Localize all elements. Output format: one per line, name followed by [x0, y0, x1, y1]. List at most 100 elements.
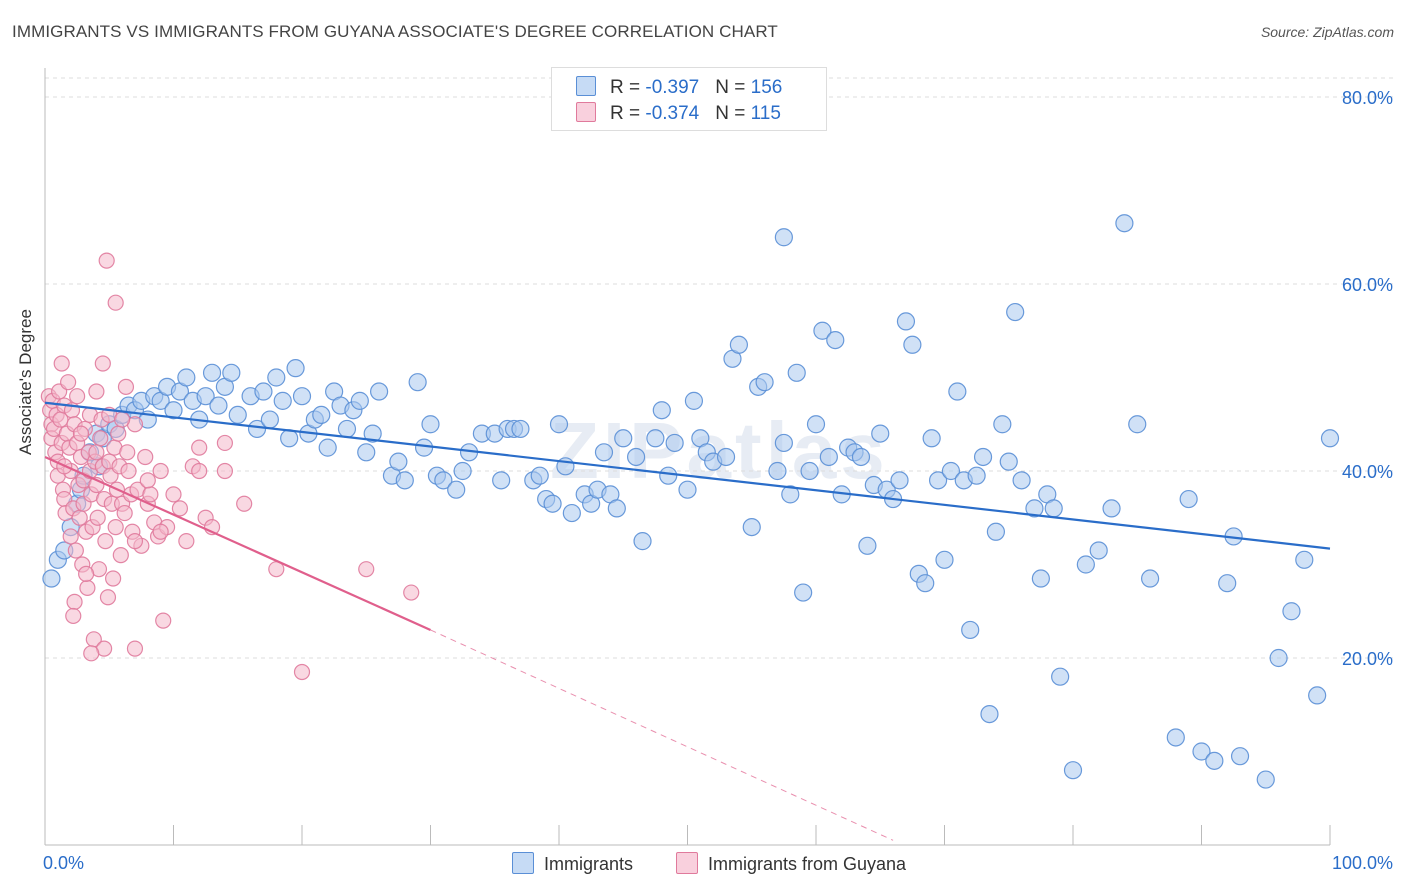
immigrants-point	[286, 359, 305, 378]
immigrants-point	[594, 443, 614, 462]
immigrants-point	[903, 335, 922, 354]
immigrants-point	[980, 704, 999, 724]
immigrants-point	[222, 363, 241, 382]
x-tick-label: 0.0%	[43, 853, 84, 873]
guyana-point	[152, 462, 169, 480]
immigrants-point	[177, 368, 196, 387]
legend-n-label: N =	[715, 103, 751, 124]
immigrants-point	[659, 466, 678, 485]
immigrants-point	[916, 574, 935, 593]
guyana-point	[88, 383, 105, 400]
guyana-point	[66, 593, 83, 611]
immigrants-point	[1128, 415, 1147, 434]
legend-row-immigrants: R = -0.397 N = 156	[576, 76, 782, 100]
legend-r-label: R =	[610, 103, 646, 124]
immigrants-point	[363, 424, 382, 443]
immigrants-point	[1230, 747, 1250, 766]
immigrants-point	[1076, 555, 1095, 574]
immigrants-point	[1051, 667, 1070, 686]
immigrants-point	[447, 480, 466, 499]
immigrants-point	[665, 433, 684, 453]
guyana-point	[92, 430, 109, 447]
immigrants-point	[511, 419, 530, 439]
guyana-point	[155, 612, 172, 629]
immigrants-point	[826, 331, 845, 350]
immigrants-point	[607, 499, 626, 518]
immigrants-point	[755, 373, 774, 392]
immigrants-point	[896, 312, 916, 331]
immigrants-point	[819, 447, 838, 467]
immigrants-point	[280, 429, 299, 448]
guyana-point	[126, 640, 144, 657]
immigrants-point	[1089, 541, 1108, 560]
immigrants-point	[774, 433, 793, 453]
guyana-point	[83, 645, 100, 662]
immigrants-point	[1166, 728, 1185, 747]
y-tick-label: 80.0%	[1342, 88, 1393, 108]
bottom-legend-guyana: Immigrants from Guyana	[676, 852, 906, 875]
immigrants-point	[312, 405, 331, 424]
legend-swatch-pink	[576, 102, 596, 122]
immigrants-point	[254, 382, 273, 401]
immigrants-point	[202, 363, 222, 382]
guyana-point	[216, 462, 233, 480]
immigrants-point	[408, 373, 427, 392]
guyana-point	[62, 528, 79, 545]
immigrants-point	[858, 536, 877, 555]
bottom-legend-swatch-blue	[512, 852, 534, 874]
guyana-point	[116, 504, 133, 522]
immigrants-point	[273, 391, 292, 410]
immigrants-point	[1295, 550, 1314, 569]
bottom-legend-immigrants: Immigrants	[512, 852, 633, 875]
guyana-point	[110, 425, 127, 442]
guyana-point	[120, 462, 137, 480]
immigrants-point	[395, 471, 414, 490]
guyana-point	[178, 533, 195, 550]
legend-swatch-blue	[576, 76, 596, 96]
immigrants-point	[370, 382, 389, 401]
y-tick-label: 40.0%	[1342, 462, 1393, 482]
guyana-point	[139, 472, 156, 489]
guyana-point	[191, 462, 208, 480]
immigrants-point	[562, 503, 581, 523]
immigrants-point	[768, 461, 787, 481]
immigrants-point	[806, 415, 826, 434]
immigrants-point	[350, 391, 369, 410]
y-tick-labels: 20.0% 40.0% 60.0% 80.0%	[1342, 88, 1393, 669]
immigrants-point	[1102, 499, 1121, 518]
immigrants-point	[652, 401, 671, 420]
legend-box: R = -0.397 N = 156 R = -0.374 N = 115	[551, 67, 827, 131]
immigrants-point	[357, 443, 376, 462]
immigrants-point	[813, 321, 832, 340]
bottom-legend-swatch-pink	[676, 852, 698, 874]
immigrants-point	[973, 447, 993, 467]
immigrants-point	[1012, 471, 1031, 490]
guyana-point	[53, 355, 70, 372]
immigrants-point	[941, 461, 961, 481]
guyana-point	[99, 589, 117, 606]
guyana-point	[171, 500, 189, 517]
immigrants-point	[267, 368, 286, 387]
guyana-point	[89, 509, 106, 526]
immigrants-point	[851, 447, 871, 467]
immigrants-point	[614, 429, 633, 448]
chart-title: IMMIGRANTS VS IMMIGRANTS FROM GUYANA ASS…	[12, 22, 778, 41]
immigrants-point	[1179, 489, 1198, 509]
guyana-point	[65, 607, 82, 625]
axes: 0.0% 100.0%	[43, 68, 1393, 873]
guyana-trend-line	[44, 455, 431, 631]
guyana-point	[97, 533, 114, 550]
immigrants-point	[742, 517, 761, 537]
immigrants-point	[922, 429, 941, 448]
immigrants-point	[716, 447, 736, 467]
guyana-point	[137, 448, 154, 466]
guyana-point	[152, 523, 169, 540]
immigrants-point	[1282, 602, 1301, 621]
source-label: Source: ZipAtlas.com	[1260, 24, 1394, 40]
immigrants-point	[993, 415, 1012, 434]
guyana-point	[126, 533, 144, 550]
guyana-point	[119, 444, 136, 461]
immigrants-point	[935, 550, 954, 569]
guyana-point	[107, 518, 124, 536]
guyana-point	[105, 570, 122, 587]
